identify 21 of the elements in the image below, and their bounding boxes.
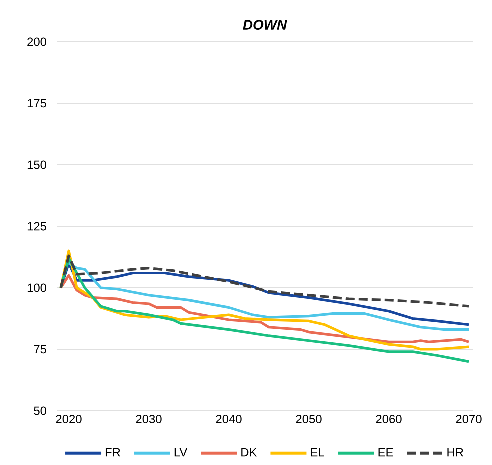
y-tick-label: 200: [28, 38, 47, 46]
x-tick-label: 2070: [456, 415, 482, 424]
y-tick-label: 100: [28, 284, 47, 292]
x-tick-label: 2020: [56, 415, 82, 424]
legend-label: EE: [378, 448, 394, 457]
chart-title: DOWN: [243, 20, 288, 30]
x-tick-label: 2050: [296, 415, 322, 424]
y-tick-label: 150: [28, 160, 47, 170]
legend-label: HR: [448, 448, 464, 457]
y-tick-label: 125: [28, 222, 46, 231]
x-tick-label: 2030: [136, 415, 162, 424]
line-series: [60, 257, 470, 364]
legend-label: DK: [242, 448, 258, 457]
y-tick-label: 50: [34, 406, 47, 416]
legend-label: FR: [106, 448, 120, 457]
x-tick-label: 2060: [376, 415, 402, 424]
legend-label: EL: [311, 448, 324, 457]
y-tick-label: 175: [28, 99, 46, 108]
x-tick-label: 2040: [216, 415, 242, 424]
legend-label: LV: [174, 448, 188, 457]
y-tick-label: 75: [34, 345, 46, 354]
